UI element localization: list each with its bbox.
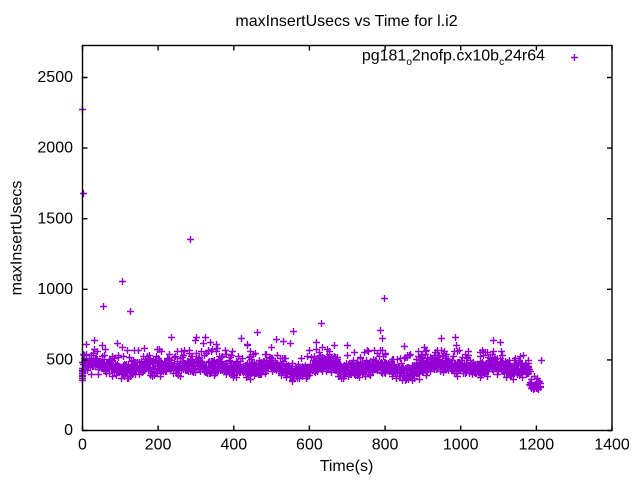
svg-text:2500: 2500 — [37, 69, 73, 86]
svg-text:maxInsertUsecs: maxInsertUsecs — [9, 181, 26, 296]
svg-text:0: 0 — [64, 422, 73, 439]
svg-text:1500: 1500 — [37, 210, 73, 227]
svg-text:1000: 1000 — [37, 281, 73, 298]
svg-text:1200: 1200 — [519, 437, 555, 454]
svg-text:1000: 1000 — [443, 437, 479, 454]
svg-text:0: 0 — [78, 437, 87, 454]
svg-text:Time(s): Time(s) — [320, 458, 374, 475]
svg-text:maxInsertUsecs vs Time for l.i: maxInsertUsecs vs Time for l.i2 — [235, 13, 457, 30]
svg-text:800: 800 — [372, 437, 399, 454]
svg-text:600: 600 — [296, 437, 323, 454]
svg-text:200: 200 — [145, 437, 172, 454]
svg-text:500: 500 — [46, 352, 73, 369]
svg-text:400: 400 — [220, 437, 247, 454]
svg-text:1400: 1400 — [594, 437, 630, 454]
svg-text:2000: 2000 — [37, 140, 73, 157]
